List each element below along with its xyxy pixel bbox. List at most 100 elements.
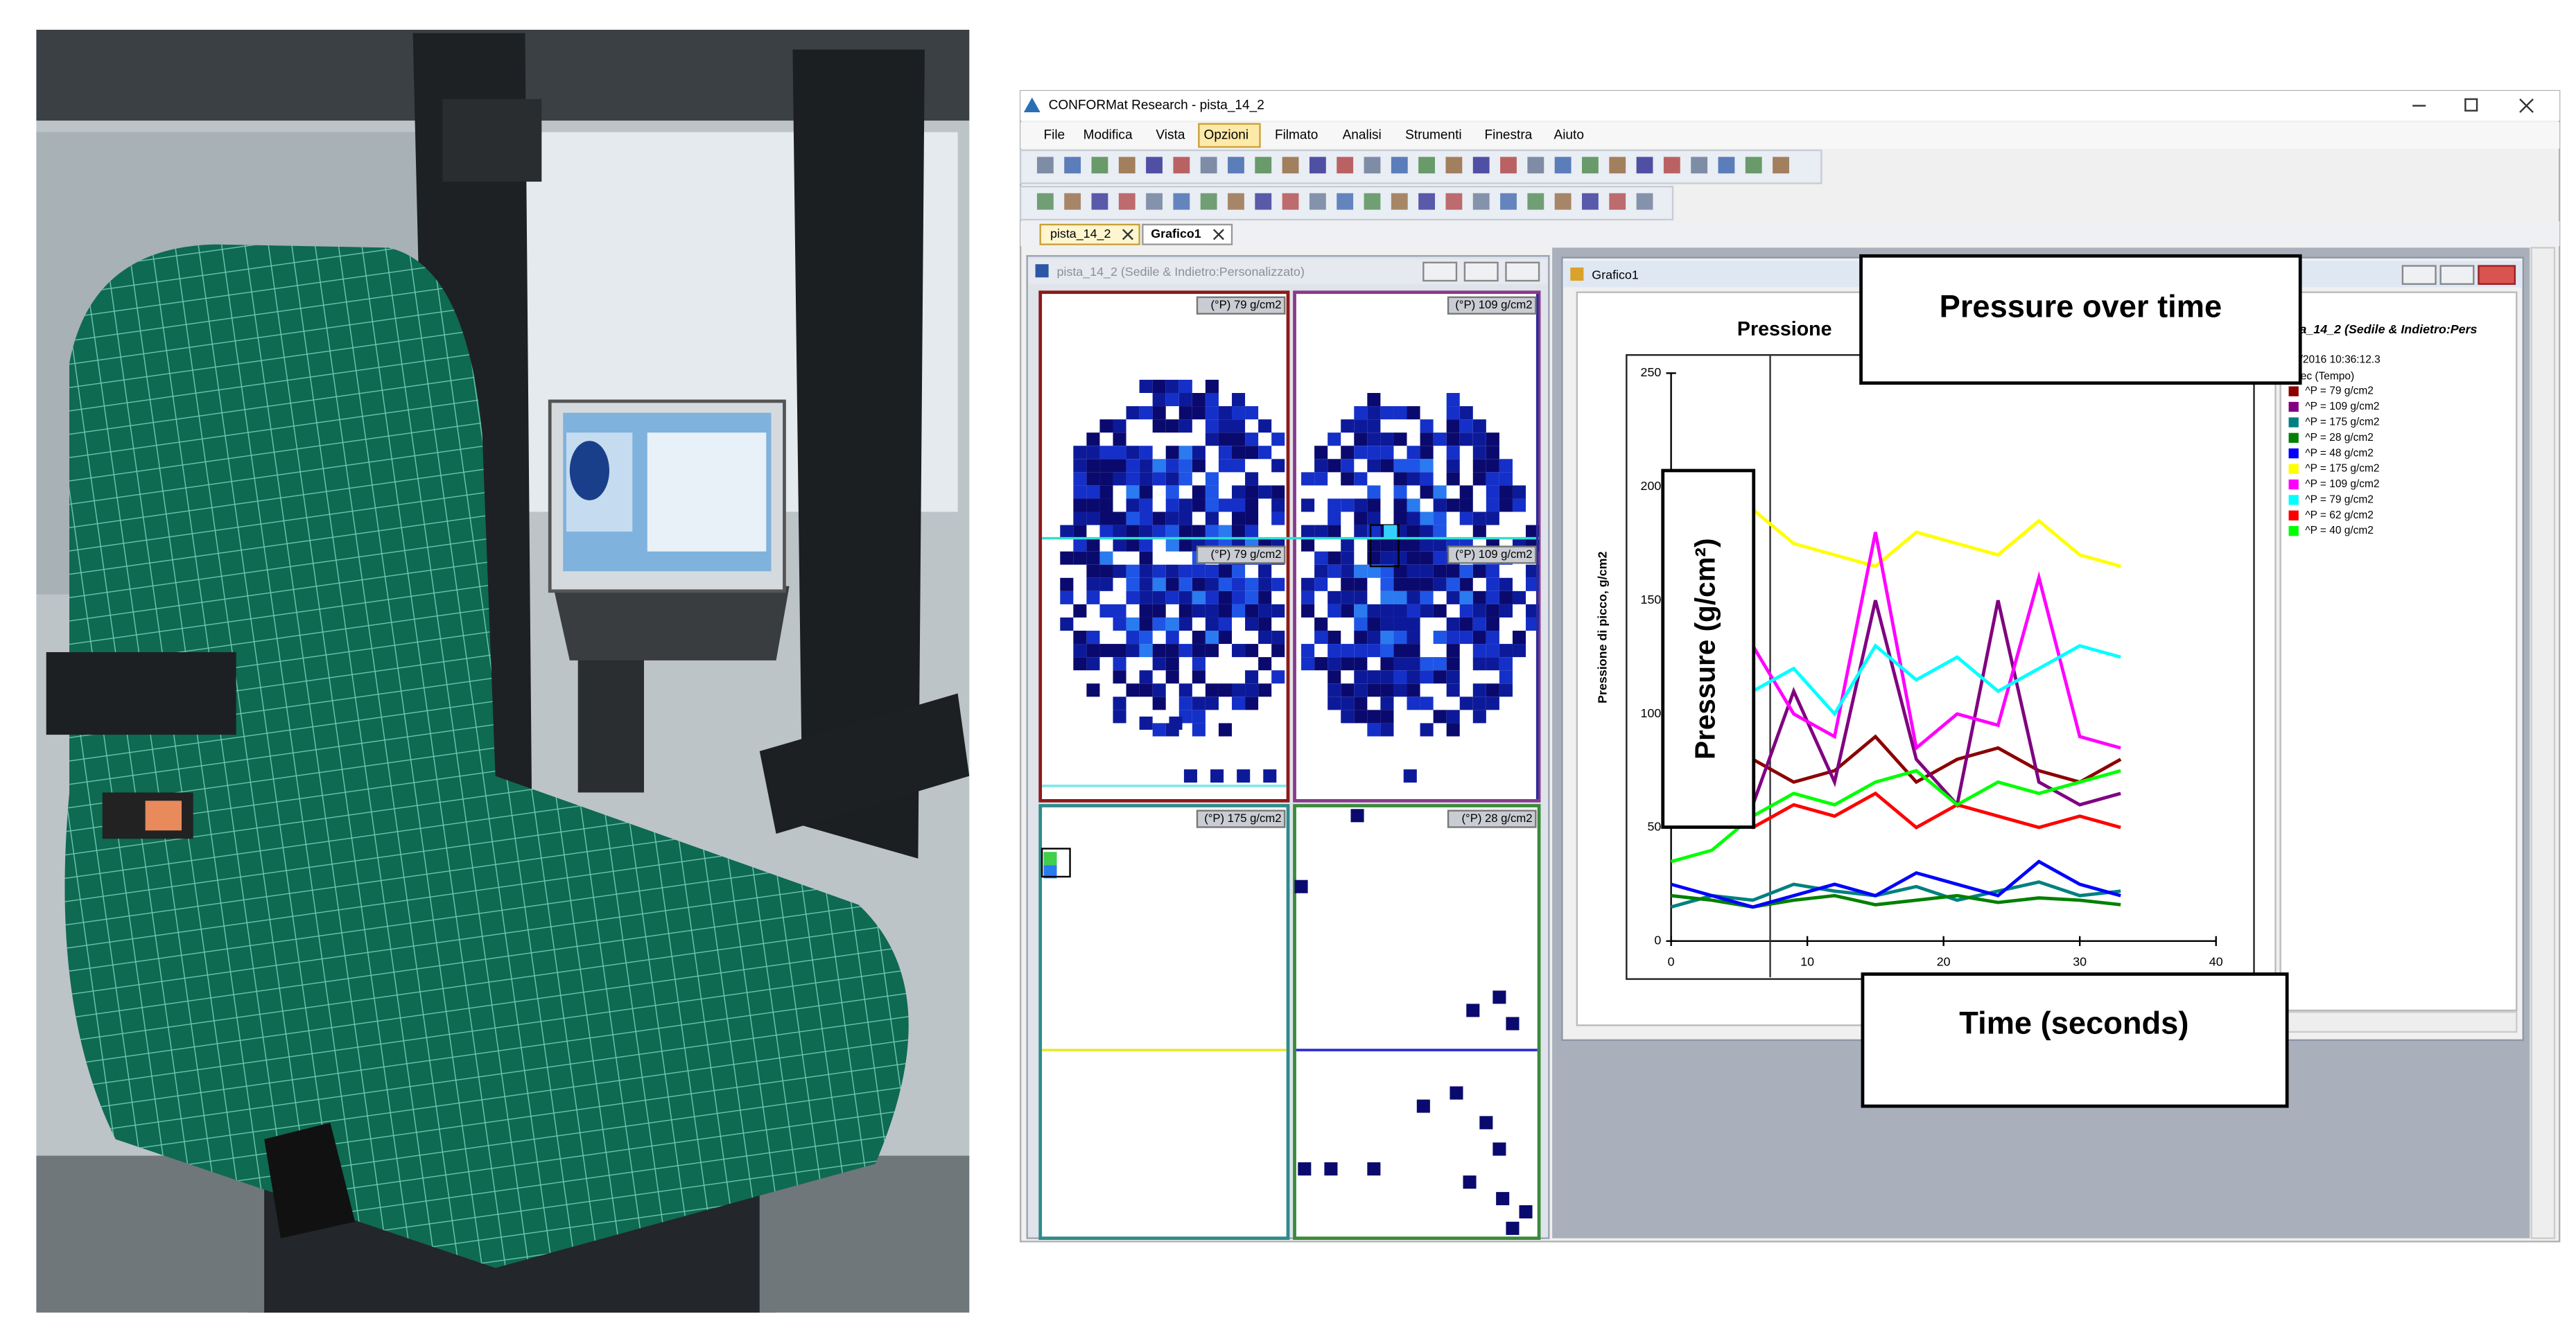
menu-item[interactable]: File — [1043, 128, 1065, 142]
toolbar-icon[interactable] — [1309, 157, 1326, 174]
pressure-cell — [1139, 631, 1153, 645]
tab[interactable] — [1142, 223, 1233, 245]
toolbar-icon[interactable] — [1364, 157, 1381, 174]
pressure-cell — [1328, 459, 1341, 473]
menu-item[interactable]: Strumenti — [1405, 128, 1462, 142]
toolbar-icon[interactable] — [1445, 157, 1463, 174]
toolbar-icon[interactable] — [1472, 193, 1490, 210]
pressure-cell — [1354, 631, 1368, 645]
close-button[interactable] — [2478, 265, 2516, 285]
series-line — [1752, 508, 2121, 568]
menu-item[interactable]: Filmato — [1275, 128, 1318, 142]
toolbar-icon[interactable] — [1337, 193, 1354, 210]
pressure-cell — [1126, 472, 1140, 486]
legend-label: ^P = 79 g/cm2 — [2305, 385, 2374, 397]
toolbar-icon[interactable] — [1500, 157, 1517, 174]
toolbar-icon[interactable] — [1064, 193, 1081, 210]
pressure-cell — [1472, 683, 1486, 697]
toolbar-icon[interactable] — [1309, 193, 1326, 210]
toolbar-icon[interactable] — [1527, 193, 1544, 210]
toolbar-icon[interactable] — [1255, 193, 1272, 210]
toolbar-icon[interactable] — [1064, 157, 1081, 174]
toolbar-icon[interactable] — [1337, 157, 1354, 174]
laptop-plot — [647, 432, 767, 552]
pressure-cell — [1192, 446, 1206, 460]
pressure-cell — [1165, 393, 1179, 407]
toolbar-icon[interactable] — [1472, 157, 1490, 174]
window-button[interactable] — [1505, 261, 1540, 282]
tab-strip — [1020, 221, 2560, 247]
toolbar-icon[interactable] — [1118, 193, 1135, 210]
toolbar-icon[interactable] — [1036, 193, 1054, 210]
toolbar-icon[interactable] — [1091, 193, 1108, 210]
pressure-cell — [1393, 670, 1407, 684]
toolbar-icon[interactable] — [1036, 157, 1054, 174]
toolbar-icon[interactable] — [1200, 157, 1217, 174]
toolbar-icon[interactable] — [1282, 193, 1299, 210]
toolbar-icon[interactable] — [1636, 157, 1653, 174]
pressure-cell — [1099, 459, 1113, 473]
toolbar-icon[interactable] — [1282, 157, 1299, 174]
menu-item[interactable]: Analisi — [1343, 128, 1382, 142]
toolbar-icon[interactable] — [1255, 157, 1272, 174]
toolbar-icon[interactable] — [1364, 193, 1381, 210]
toolbar-icon[interactable] — [1554, 193, 1572, 210]
toolbar-icon[interactable] — [1500, 193, 1517, 210]
toolbar-icon[interactable] — [1773, 157, 1789, 174]
pressure-cell — [1113, 511, 1126, 525]
toolbar-icon[interactable] — [1173, 193, 1190, 210]
toolbar-icon[interactable] — [1718, 157, 1735, 174]
toolbar-icon[interactable] — [1445, 193, 1463, 210]
toolbar-icon[interactable] — [1745, 157, 1762, 174]
pressure-cell — [1354, 432, 1368, 446]
pressure-cell — [1486, 644, 1499, 658]
toolbar-icon[interactable] — [1146, 157, 1163, 174]
toolbar-icon[interactable] — [1609, 193, 1626, 210]
window-button[interactable] — [1463, 261, 1499, 282]
toolbar-icon[interactable] — [1554, 157, 1572, 174]
toolbar-icon[interactable] — [1200, 193, 1217, 210]
toolbar-icon[interactable] — [1663, 157, 1680, 174]
pressure-cell — [1407, 577, 1420, 591]
tab-label[interactable]: Grafico1 — [1151, 227, 1201, 240]
toolbar-icon[interactable] — [1146, 193, 1163, 210]
toolbar-icon[interactable] — [1118, 157, 1135, 174]
pressure-cell — [1271, 485, 1285, 499]
close-button[interactable] — [2519, 98, 2534, 113]
toolbar-icon[interactable] — [1636, 193, 1653, 210]
tab-label[interactable]: pista_14_2 — [1050, 227, 1111, 241]
window-button[interactable] — [2401, 265, 2437, 285]
panel-label: (°P) 175 g/cm2 — [1204, 812, 1281, 825]
toolbar-icon[interactable] — [1391, 193, 1408, 210]
toolbar-icon[interactable] — [1391, 157, 1408, 174]
menu-item[interactable]: Modifica — [1084, 128, 1133, 142]
pressure-cell — [1420, 551, 1434, 565]
window-button[interactable] — [1422, 261, 1458, 282]
pressure-cell — [1512, 485, 1526, 499]
pressure-cell — [1152, 644, 1166, 658]
legend-label: ^P = 175 g/cm2 — [2305, 463, 2379, 475]
toolbar-icon[interactable] — [1228, 157, 1244, 174]
pressure-cell — [1459, 432, 1473, 446]
toolbar-icon[interactable] — [1418, 157, 1436, 174]
toolbar-icon[interactable] — [1418, 193, 1436, 210]
tab[interactable] — [1039, 223, 1140, 245]
menu-item[interactable]: Aiuto — [1554, 128, 1584, 142]
toolbar-icon[interactable] — [1582, 193, 1599, 210]
toolbar-icon[interactable] — [1609, 157, 1626, 174]
toolbar-icon[interactable] — [1091, 157, 1108, 174]
toolbar-icon[interactable] — [1582, 157, 1599, 174]
toolbar-icon[interactable] — [1228, 193, 1244, 210]
toolbar-icon[interactable] — [1173, 157, 1190, 174]
menu-item[interactable]: Finestra — [1484, 128, 1532, 142]
pressure-cell — [1354, 406, 1368, 420]
pressure-cell — [1086, 472, 1100, 486]
window-button[interactable] — [2439, 265, 2475, 285]
pressure-cell — [1178, 459, 1192, 473]
pressure-cell — [1446, 446, 1460, 460]
menu-item[interactable]: Vista — [1156, 128, 1185, 142]
tab-close[interactable] — [1122, 229, 1224, 240]
menu-item[interactable]: Opzioni — [1204, 128, 1249, 142]
toolbar-icon[interactable] — [1527, 157, 1544, 174]
toolbar-icon[interactable] — [1691, 157, 1708, 174]
